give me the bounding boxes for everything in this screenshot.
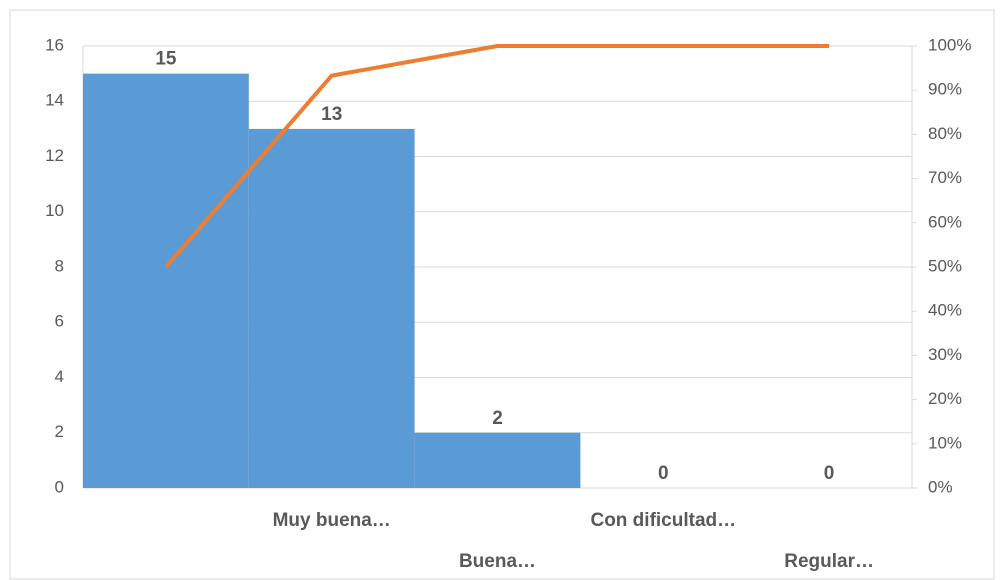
bar [248,128,415,488]
y-tick-label: 8 [55,256,64,275]
y-tick-label: 12 [45,146,64,165]
data-label: 13 [321,104,342,125]
y2-tick-label: 60% [928,212,962,231]
cumulative-line [164,44,830,269]
y2-tick-label: 40% [928,301,962,320]
data-label: 0 [658,463,669,484]
y-tick-label: 10 [45,201,64,220]
y-tick-label: 0 [55,477,64,496]
x-tick-label: Con dificultad… [590,510,736,531]
bar [414,432,581,488]
x-tick-label: Muy buena… [273,510,391,531]
y2-tick-label: 80% [928,124,962,143]
data-label: 0 [824,463,835,484]
y-tick-label: 16 [45,35,64,54]
y-tick-label: 4 [55,367,64,386]
data-label: 2 [492,408,503,429]
y-tick-label: 2 [55,422,64,441]
y2-tick-label: 20% [928,389,962,408]
y-tick-label: 6 [55,312,64,331]
y2-tick-label: 70% [928,168,962,187]
data-label: 15 [155,49,177,70]
x-tick-label: Buena… [459,551,536,572]
y2-tick-label: 10% [928,433,962,452]
y2-tick-label: 50% [928,256,962,275]
bar [83,73,249,488]
y-tick-label: 14 [45,91,64,110]
y2-tick-label: 0% [928,477,953,496]
y2-tick-label: 30% [928,345,962,364]
x-tick-label: Regular… [784,551,874,572]
y2-tick-label: 90% [928,80,962,99]
y2-tick-label: 100% [928,35,971,54]
chart-border [9,9,995,580]
